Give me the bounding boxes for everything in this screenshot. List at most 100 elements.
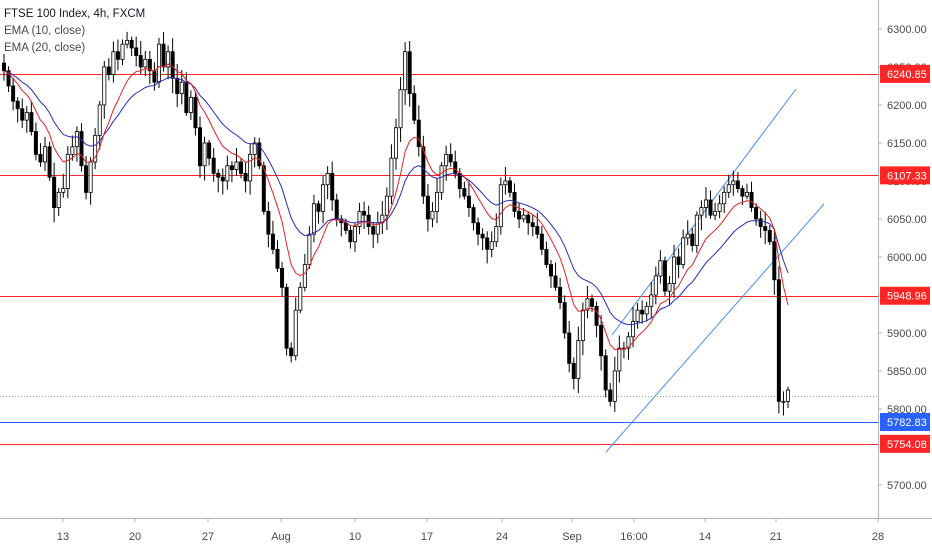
candle-body-up [166,51,171,68]
ascending-channel[interactable] [605,88,825,453]
candle [653,266,658,305]
candle [772,228,777,295]
candle [339,214,344,237]
candle-body-up [70,146,75,155]
candle [311,194,316,243]
candle-body-down [539,233,544,250]
candle-body-up [125,39,130,45]
candle [576,326,581,394]
candle [649,281,654,319]
candle [425,183,430,232]
channel-upper-line[interactable] [611,88,797,336]
candle-body-down [334,199,339,220]
candle [567,321,572,373]
candle [521,208,526,223]
candle-body-down [708,199,713,216]
candle-body-up [307,233,312,265]
candle [681,229,686,269]
candle [594,301,599,338]
candle [316,200,321,224]
y-tick-label: 5700.00 [887,480,927,492]
candle-body-down [152,70,157,83]
candle-body-down [239,161,244,174]
candle-body-up [74,131,79,148]
candle-body-down [535,226,540,235]
candle [156,37,161,89]
candle-body-down [220,176,225,182]
candle-body-up [321,184,326,212]
ema20-legend[interactable]: EMA (20, close) [4,42,86,54]
candle [111,41,116,83]
candle [717,194,722,219]
candle [640,300,645,324]
candle [33,122,38,161]
candle [243,161,248,193]
candle-body-down [548,264,553,277]
candle-body-up [444,153,449,167]
candle [207,139,212,166]
candle-body-down [590,298,595,307]
candle [70,135,75,161]
candle [494,213,499,247]
horizontal-levels[interactable] [0,74,878,445]
candle [749,181,754,212]
candle [471,204,476,231]
candle [617,335,622,383]
candle-body-up [143,58,148,68]
candle [462,181,467,200]
candle [498,177,503,235]
price-tag-label: 5754.08 [887,439,927,451]
candle-body-up [389,157,394,197]
candle-body-up [102,66,107,106]
candle-body-up [325,172,330,186]
ema10-legend[interactable]: EMA (10, close) [4,25,86,37]
candle [621,341,626,359]
candle [120,39,125,66]
candle-body-up [298,286,303,311]
candle [507,176,512,198]
candle-body-down [530,222,535,227]
candle-body-down [594,305,599,326]
candle [179,70,184,105]
candle [398,77,403,142]
candle [781,391,786,416]
candle-body-up [717,203,722,212]
candle [485,231,490,264]
candle [239,158,244,179]
x-tick-label: 27 [202,531,214,543]
candle-body-down [33,131,38,155]
candle [15,97,20,123]
candle [722,186,727,214]
price-tag-bg [880,434,930,453]
candle-body-up [302,264,307,288]
candle-body-down [517,210,522,220]
candle [476,217,481,246]
candle-body-down [343,222,348,231]
candle-body-up [731,180,736,186]
time-axis[interactable]: 13 20 27 Aug 10 17 24 Sep 16:00 14 21 28 [57,518,884,543]
candle [56,187,61,216]
y-tick-label: 6050.00 [887,214,927,226]
price-tags: 6240.85 6107.33 5948.96 5782.83 5754.08 [880,64,930,453]
candle [65,146,70,199]
candle [585,285,590,319]
candle-body-down [193,96,198,129]
channel-lower-line[interactable] [605,203,825,453]
candle-body-down [11,85,16,102]
candle [699,200,704,231]
candle [225,155,230,190]
candle-body-up [179,81,184,94]
candle [631,306,636,348]
candle [776,266,781,414]
candle-body-up [61,188,66,193]
price-tag: 5754.08 [880,434,930,453]
candle-body-down [229,165,234,170]
candle-body-up [111,51,116,75]
candle-body-down [371,226,376,235]
candle [535,212,540,239]
candle-body-down [243,172,248,182]
candle [147,50,152,84]
candle-body-down [348,229,353,243]
candle [375,211,380,244]
